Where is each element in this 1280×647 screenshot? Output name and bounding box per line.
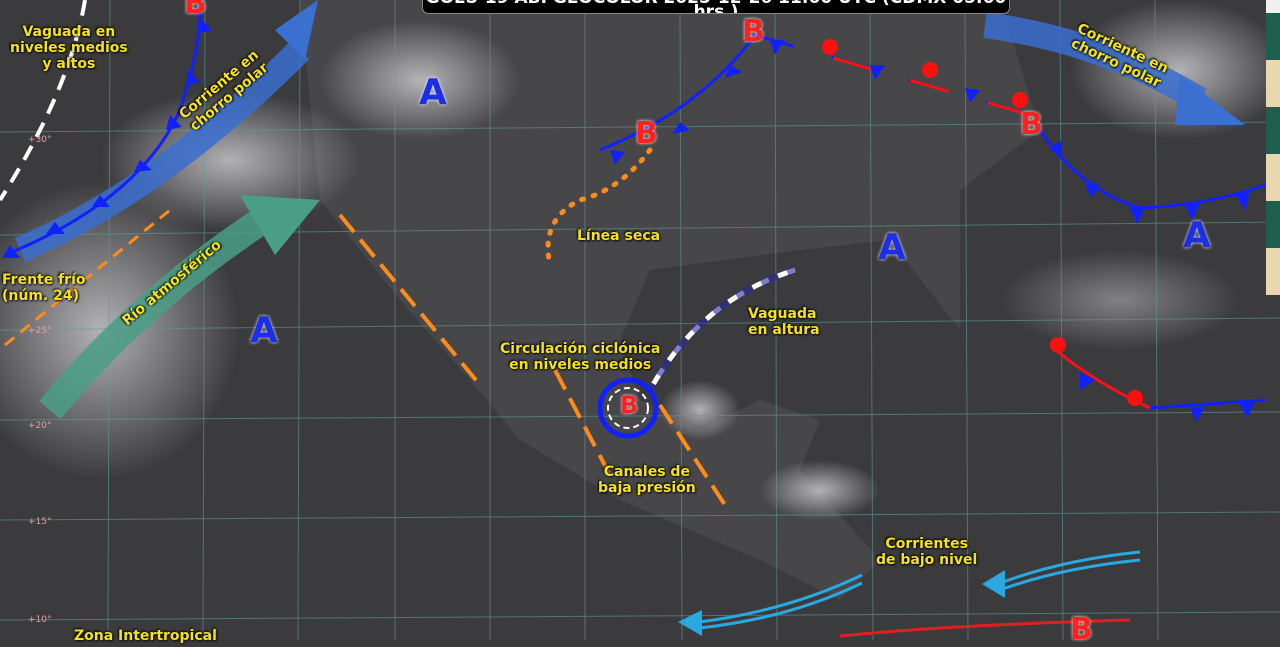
svg-text:+25°: +25° [28, 326, 52, 336]
high-pressure-center: A [250, 310, 278, 351]
jet-arrowhead-west [275, 0, 318, 60]
cold-front-north [599, 34, 757, 152]
pressure-trough-baja [338, 213, 482, 387]
label-upper-trough: Vaguada en niveles medios y altos [10, 24, 128, 72]
svg-text:+20°: +20° [28, 421, 52, 431]
label-dry-line: Línea seca [577, 228, 661, 244]
label-itcz: Zona Intertropical [74, 628, 217, 644]
low-pressure-center: B [1020, 107, 1043, 142]
pressure-trough-2 [658, 403, 727, 507]
label-low-pressure-channels: Canales de baja presión [598, 464, 696, 496]
svg-text:+10°: +10° [28, 615, 52, 625]
atmospheric-river [39, 203, 278, 419]
dry-line [545, 147, 653, 268]
svg-text:+15°: +15° [28, 517, 52, 527]
cloud-cover [0, 0, 1280, 520]
cyclonic-circulation [597, 377, 659, 439]
low-level-currents [699, 550, 1141, 630]
label-cold-front: Frente frío (núm. 24) [2, 272, 86, 304]
high-pressure-center: A [878, 227, 906, 268]
cold-front-24 [4, 208, 171, 347]
low-pressure-center: B [635, 116, 658, 151]
high-pressure-center: A [419, 72, 447, 113]
low-pressure-center: B [1070, 612, 1093, 647]
low-pressure-center: B [742, 14, 765, 49]
polar-jet-east [983, 12, 1207, 112]
label-cyclonic-circulation: Circulación ciclónica en niveles medios [500, 341, 661, 373]
high-pressure-center: A [1183, 215, 1211, 256]
itcz-band [839, 618, 1131, 638]
svg-text:+30°: +30° [28, 135, 52, 145]
land-mass [300, 0, 1040, 600]
atmospheric-river-arrowhead [240, 195, 320, 255]
grid-labels: +25° +20° +15° +10° +30° [28, 135, 52, 625]
pressure-trough-1 [553, 369, 612, 476]
low-pressure-center: B [184, 0, 207, 21]
label-low-level-currents: Corrientes de bajo nivel [876, 536, 978, 568]
low-pressure-center: B [620, 391, 639, 419]
jet-arrowhead-east [1175, 75, 1245, 125]
image-title: GOES-19 ABI GEOCOLOR 2025-12-26 11:00 UT… [422, 0, 1010, 14]
legend-strip [1266, 0, 1280, 330]
label-upper-level-trough: Vaguada en altura [748, 306, 820, 338]
trough-west [0, 0, 87, 202]
